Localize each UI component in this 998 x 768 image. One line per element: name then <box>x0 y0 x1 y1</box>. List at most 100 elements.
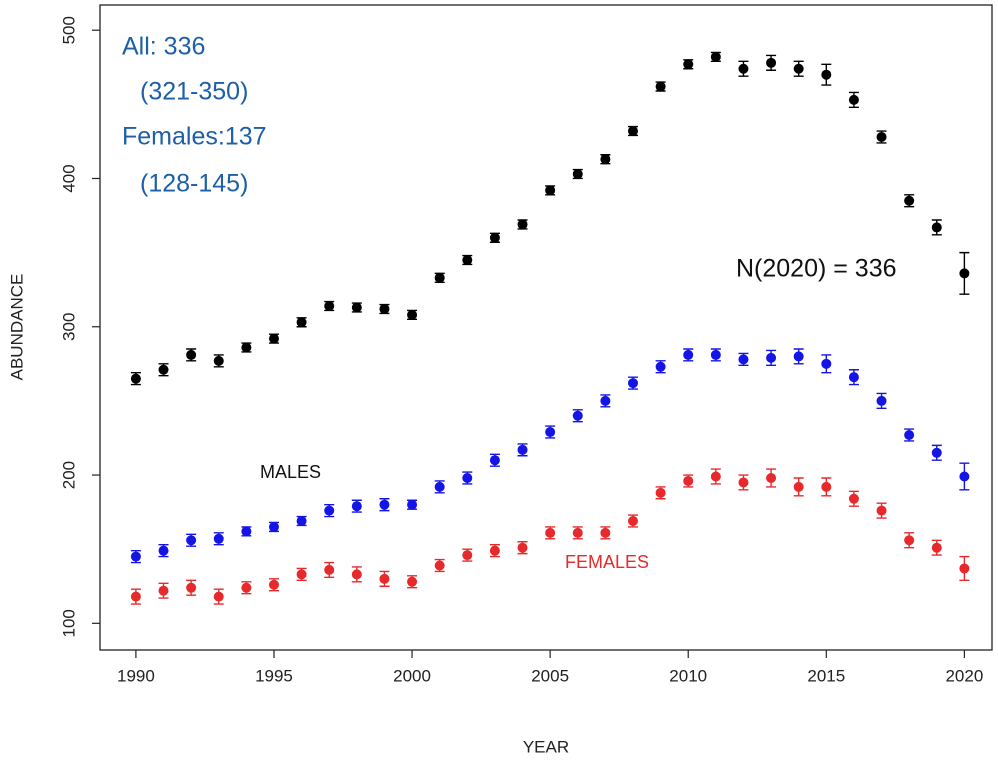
point <box>821 358 832 369</box>
y-tick-label: 400 <box>59 164 78 192</box>
point <box>627 378 638 389</box>
point <box>130 551 141 562</box>
point <box>296 317 307 328</box>
point <box>600 154 611 165</box>
point <box>683 59 694 70</box>
point <box>848 94 859 105</box>
point <box>158 364 169 375</box>
point <box>407 576 418 587</box>
x-tick-label: 2015 <box>807 666 845 685</box>
point <box>683 349 694 360</box>
point <box>710 349 721 360</box>
point <box>821 69 832 80</box>
x-axis-title: YEAR <box>523 737 569 756</box>
point <box>158 585 169 596</box>
point <box>793 481 804 492</box>
point <box>324 301 335 311</box>
point <box>130 591 141 602</box>
point <box>296 569 307 580</box>
point <box>462 255 473 266</box>
point <box>738 63 749 74</box>
point <box>766 57 777 68</box>
point <box>931 447 942 458</box>
annotation: (128-145) <box>140 170 248 198</box>
point <box>186 535 197 546</box>
point <box>710 51 721 62</box>
point <box>848 493 859 504</box>
point <box>683 475 694 486</box>
point <box>434 272 445 283</box>
point <box>379 499 390 510</box>
point <box>904 195 915 206</box>
point <box>379 303 390 314</box>
point <box>407 499 418 510</box>
y-tick-label: 300 <box>59 313 78 341</box>
point <box>517 542 528 553</box>
point <box>766 473 777 483</box>
point <box>931 542 942 553</box>
annotation: Females:137 <box>122 123 267 151</box>
point <box>627 516 638 526</box>
point <box>268 521 279 532</box>
point <box>710 471 721 482</box>
point <box>213 355 224 366</box>
point <box>489 455 500 466</box>
point <box>876 131 887 142</box>
point <box>959 471 970 482</box>
point <box>959 563 970 574</box>
point <box>268 333 279 344</box>
point <box>213 533 224 544</box>
point <box>351 302 362 313</box>
y-tick-label: 200 <box>59 461 78 489</box>
point <box>130 373 141 384</box>
point <box>793 63 804 74</box>
point <box>766 352 777 363</box>
annotation: All: 336 <box>122 33 205 61</box>
y-axis-title: ABUNDANCE <box>7 274 26 381</box>
point <box>296 516 307 526</box>
point <box>489 545 500 556</box>
point <box>186 349 197 360</box>
point <box>545 185 556 196</box>
point <box>324 564 335 575</box>
point <box>931 222 942 233</box>
y-tick-label: 500 <box>59 16 78 44</box>
plot-frame <box>99 4 993 651</box>
x-tick-label: 2005 <box>531 666 569 685</box>
point <box>793 351 804 362</box>
point <box>213 591 224 602</box>
series-label: MALES <box>260 462 321 482</box>
point <box>876 395 887 406</box>
point <box>572 527 583 538</box>
point <box>821 481 832 492</box>
point <box>241 526 252 537</box>
point <box>407 309 418 320</box>
point <box>545 527 556 538</box>
point <box>738 477 749 488</box>
x-tick-label: 2010 <box>669 666 707 685</box>
point <box>241 342 252 353</box>
point <box>876 505 887 516</box>
point <box>904 535 915 546</box>
series-label: FEMALES <box>565 552 649 572</box>
point <box>268 579 279 590</box>
point <box>351 569 362 580</box>
point <box>434 481 445 492</box>
point <box>434 560 445 571</box>
point <box>600 527 611 538</box>
annotation: N(2020) = 336 <box>736 255 897 283</box>
point <box>572 169 583 180</box>
point <box>545 427 556 438</box>
point <box>462 550 473 561</box>
point <box>462 473 473 483</box>
point <box>517 444 528 455</box>
point <box>848 372 859 383</box>
x-tick-label: 2020 <box>945 666 983 685</box>
point <box>351 501 362 512</box>
point <box>738 354 749 365</box>
point <box>627 126 638 137</box>
point <box>655 81 666 92</box>
point <box>489 232 500 243</box>
x-tick-label: 1995 <box>255 666 293 685</box>
